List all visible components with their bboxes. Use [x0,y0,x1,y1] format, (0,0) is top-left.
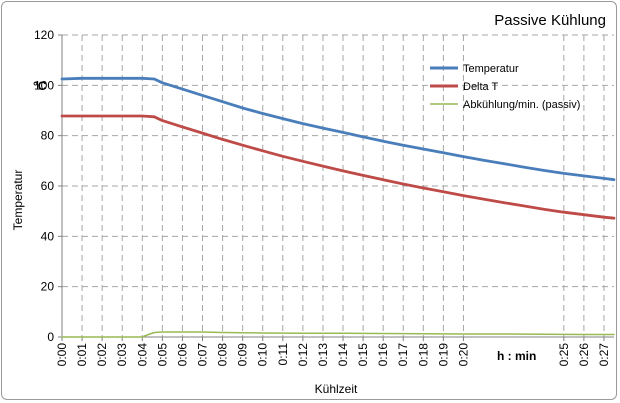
legend-label-temperatur: Temperatur [463,63,519,75]
y-tick-label: 0 [47,330,54,344]
x-tick-label: 0:26 [577,343,591,367]
x-tick-label: 0:09 [236,343,250,367]
x-tick-label: 0:16 [376,343,390,367]
x-tick-label: 0:18 [416,343,430,367]
axes [58,34,614,341]
x-tick-label: 0:00 [55,343,69,367]
series-line-abk-hlung-min-passiv [61,331,615,338]
gridlines [62,34,614,337]
x-tick-label: 0:01 [75,343,89,367]
y-tick-labels: 0 20 40 60 80 100 120 [34,28,54,344]
y-axis-label: Temperatur [11,170,25,231]
x-tick-label: 0:05 [155,343,169,367]
x-tick-label: 0:15 [356,343,370,367]
legend: Temperatur Delta T Abkühlung/min. (passi… [430,63,580,111]
x-tick-label: 0:20 [456,343,470,367]
x-unit-label: h : min [497,349,536,363]
x-tick-label: 0:04 [135,343,149,367]
series-line-delta-t [60,114,616,220]
y-tick-label: 120 [34,28,54,42]
series-line-temperatur [60,76,616,182]
x-tick-label: 0:03 [115,343,129,367]
x-tick-label: 0:25 [557,343,571,367]
x-tick-label: 0:27 [597,343,611,367]
x-axis-label: Kühlzeit [315,382,358,396]
x-tick-label: 0:08 [216,343,230,367]
chart-title: Passive Kühlung [494,12,606,29]
x-tick-label: 0:10 [256,343,270,367]
y-tick-label: 100 [34,78,54,92]
x-tick-label: 0:07 [196,343,210,367]
y-tick-label: 80 [41,129,55,143]
x-tick-label: 0:13 [316,343,330,367]
x-tick-labels: 0:00 0:01 0:02 0:03 0:04 0:05 0:06 0:07 0:08 0:09… [55,343,611,367]
series-lines [60,76,616,338]
y-tick-label: 20 [41,280,55,294]
x-tick-label: 0:06 [175,343,189,367]
x-tick-label: 0:02 [95,343,109,367]
legend-label-delta-t: Delta T [463,81,499,93]
y-tick-label: 40 [41,229,55,243]
y-unit-label: °C [33,79,47,93]
x-tick-label: 0:14 [336,343,350,367]
x-tick-label: 0:19 [436,343,450,367]
x-tick-label: 0:17 [396,343,410,367]
x-tick-label: 0:12 [296,343,310,367]
legend-label-abkuehlung: Abkühlung/min. (passiv) [463,99,580,111]
y-tick-label: 60 [41,179,55,193]
x-tick-label: 0:11 [276,343,290,366]
